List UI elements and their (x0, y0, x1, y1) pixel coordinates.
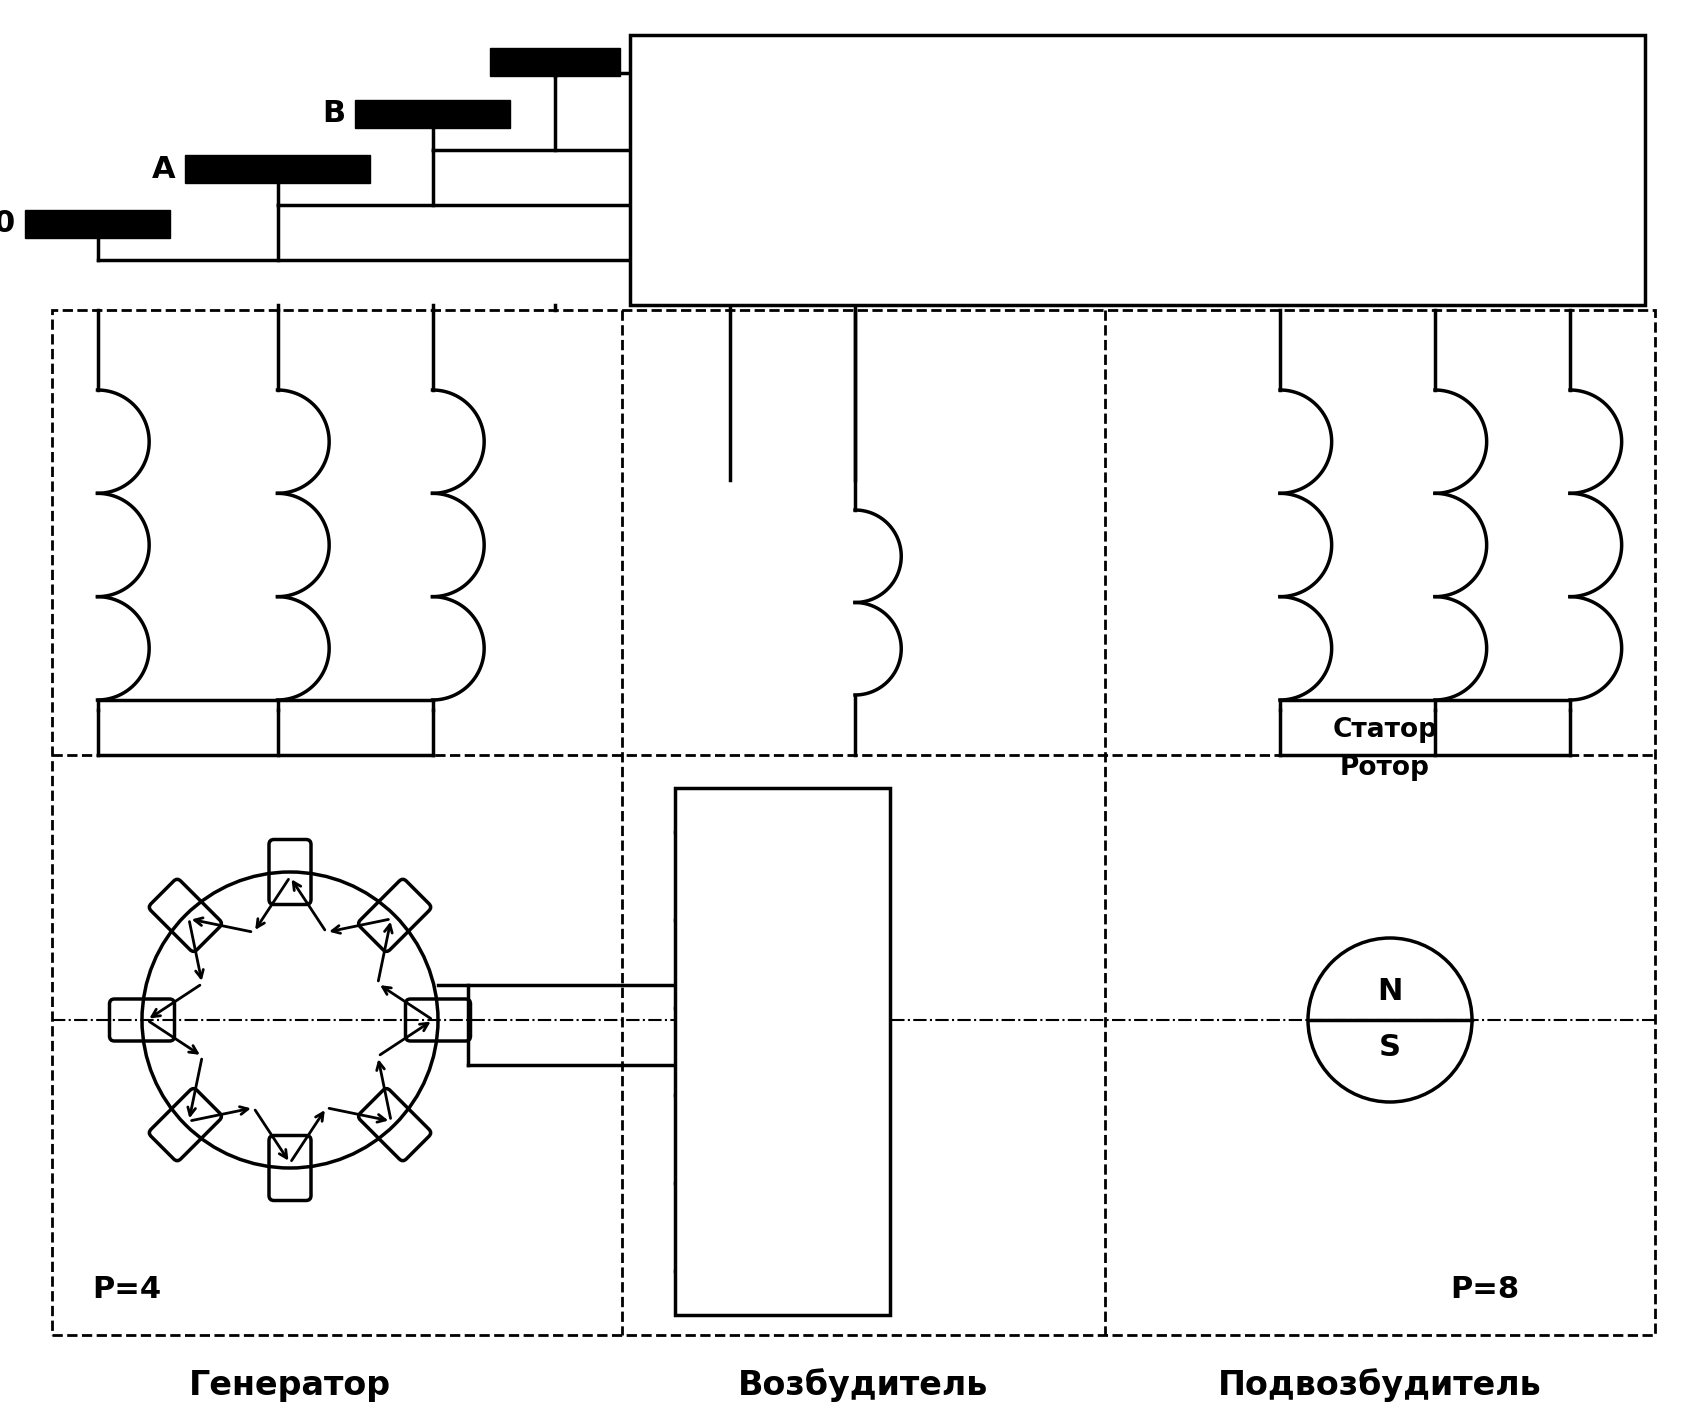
Text: S: S (1379, 1034, 1401, 1062)
Bar (630, 35, 1646, 305)
Text: Подвозбудитель: Подвозбудитель (1219, 1368, 1541, 1402)
Bar (184, 155, 370, 184)
Text: Р=8: Р=8 (1449, 1275, 1519, 1305)
Text: 0: 0 (0, 209, 15, 239)
Text: Р=4: Р=4 (92, 1275, 160, 1305)
Bar (674, 788, 889, 1315)
Text: Генератор: Генератор (189, 1368, 391, 1402)
Text: Возбудитель: Возбудитель (739, 1368, 988, 1402)
Text: Регулирующая
Аппаратура
(БРН – 208М7А): Регулирующая Аппаратура (БРН – 208М7А) (987, 107, 1287, 233)
Text: В: В (323, 99, 345, 128)
Bar (490, 48, 620, 76)
Text: Статор: Статор (1333, 717, 1437, 743)
Text: Ротор: Ротор (1340, 755, 1430, 781)
Bar (355, 100, 510, 128)
Bar (26, 210, 171, 239)
Text: А: А (152, 154, 176, 184)
Bar (51, 311, 1656, 1334)
Text: N: N (1378, 977, 1403, 1007)
